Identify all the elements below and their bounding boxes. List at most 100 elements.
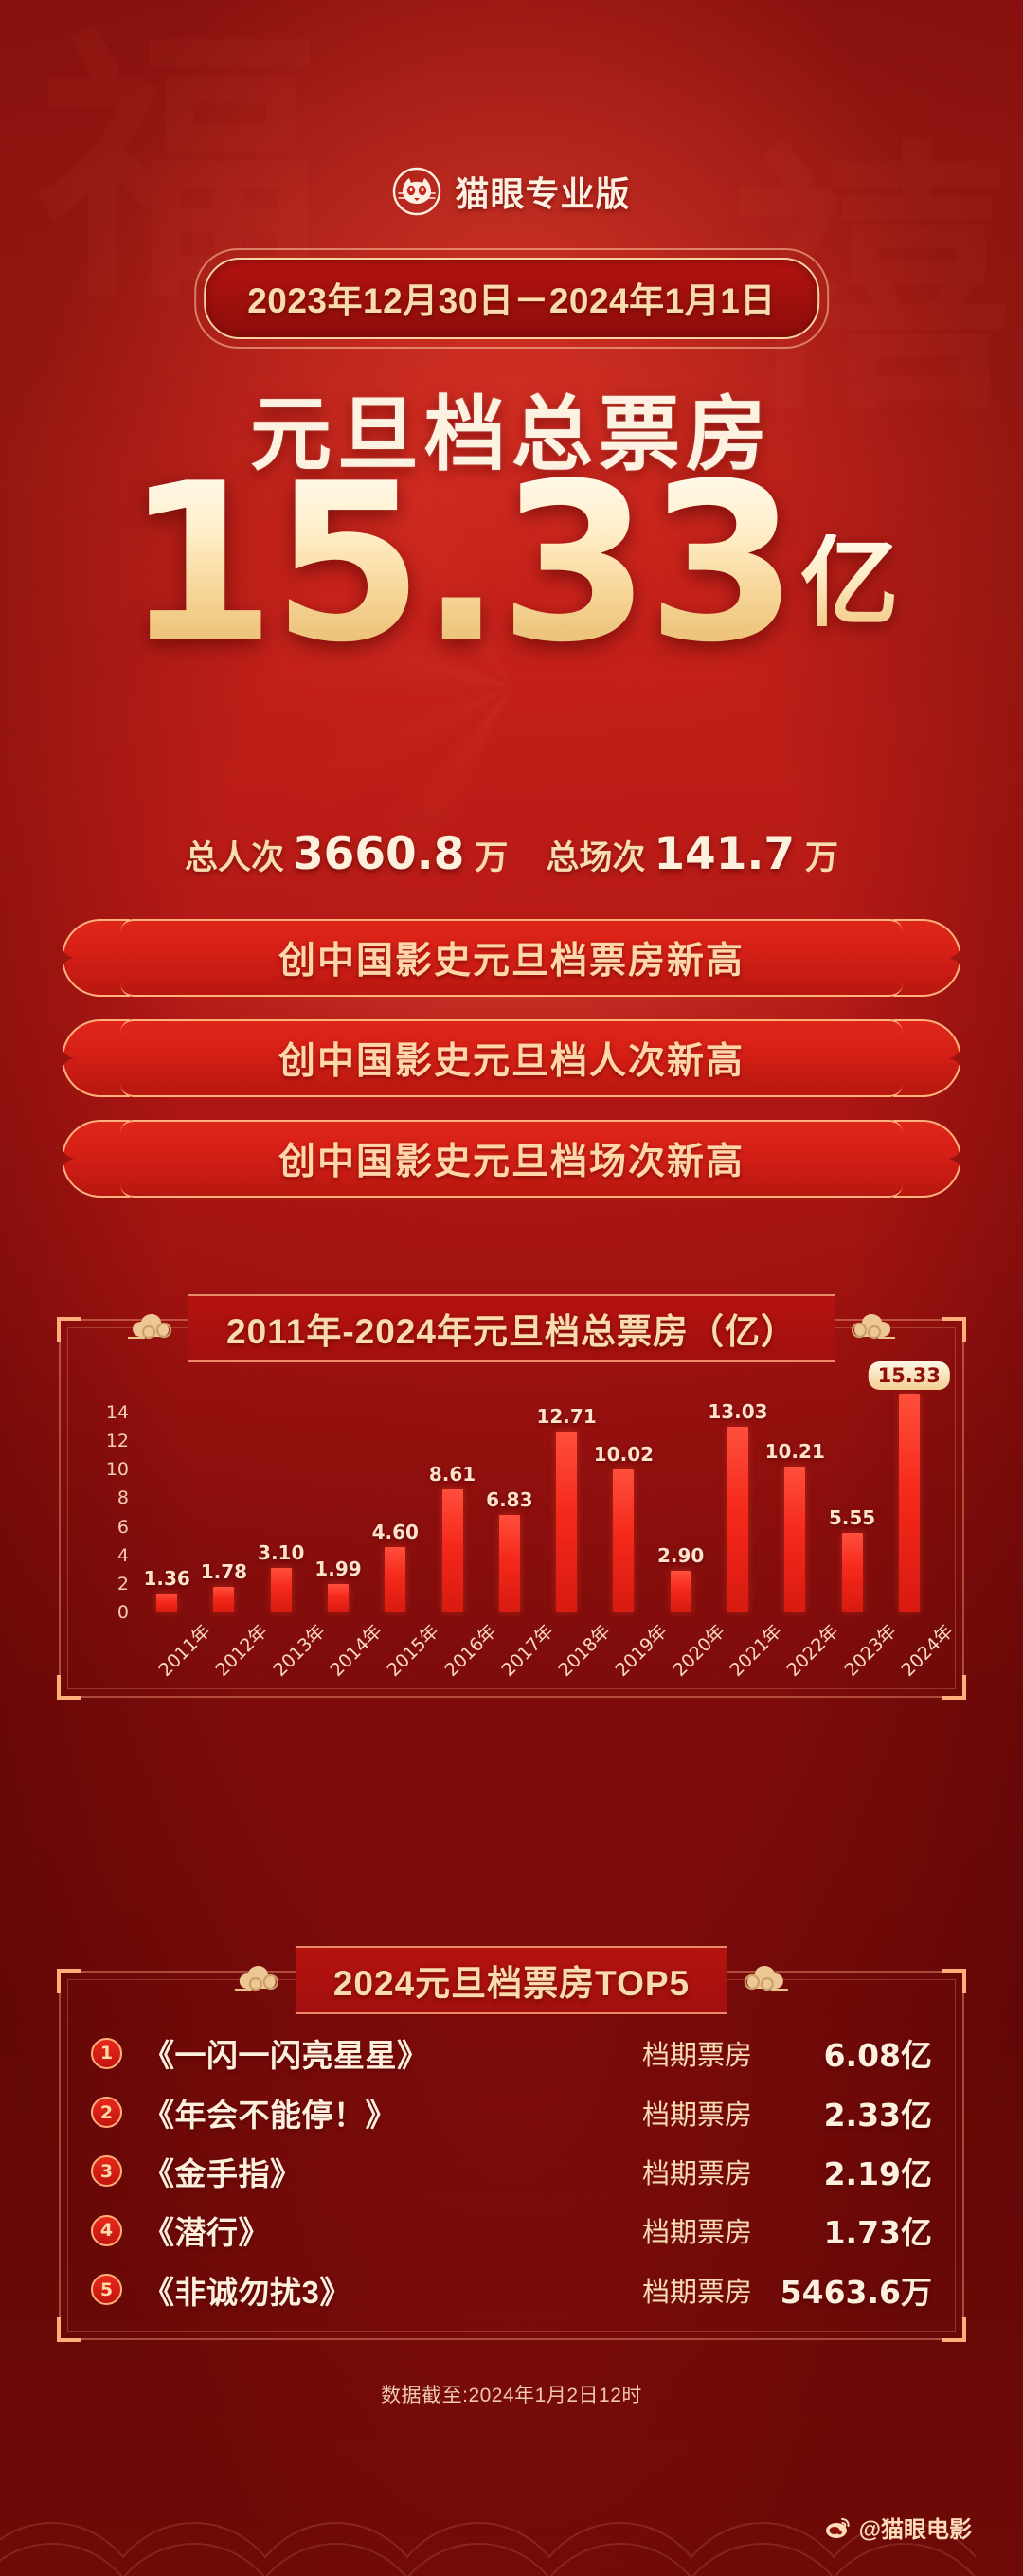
chart-x-axis: 2011年 2012年 2013年 2014年 2015年 2016年 2017年 2018年… — [138, 1614, 958, 1681]
stat-screenings: 总场次 141.7 万 — [546, 828, 838, 880]
date-range-banner: 2023年12月30日－2024年1月1日 — [194, 248, 829, 349]
chart-bar-column: 12.71 — [536, 1387, 597, 1612]
x-label-column: 2012年 — [195, 1614, 272, 1681]
bar-chart: 14 12 10 8 6 4 2 0 1.36 1.78 3.10 1.99 4.60 8.61 6.83… — [85, 1361, 958, 1681]
weibo-icon — [824, 2514, 851, 2541]
hero-value: 15.33 — [124, 438, 799, 691]
brand-name: 猫眼专业版 — [455, 174, 631, 213]
chart-bar — [327, 1584, 349, 1612]
x-label-column: 2023年 — [823, 1614, 900, 1681]
chart-bar — [784, 1467, 806, 1612]
chart-bar-column: 13.03 — [708, 1387, 768, 1612]
date-banner-pill: 2023年12月30日－2024年1月1日 — [204, 258, 819, 339]
boxoffice-value: 5463.6万 — [780, 2273, 932, 2311]
y-axis-tick: 14 — [105, 1402, 129, 1424]
chart-bar-column: 2.90 — [653, 1387, 709, 1612]
chart-bar — [898, 1394, 920, 1612]
date-banner-outline — [194, 248, 829, 349]
chart-bar-column: 8.61 — [423, 1387, 480, 1612]
y-axis-tick: 12 — [105, 1431, 129, 1452]
record-banner-list: 创中国影史元旦档票房新高 创中国影史元旦档人次新高 创中国影史元旦档场次新高 — [0, 919, 1023, 1198]
chart-title: 2011年-2024年元旦档总票房（亿） — [226, 1312, 797, 1351]
hero-figure: 15.33 亿 — [0, 438, 1023, 691]
movie-title: 《潜行》 — [143, 2215, 270, 2251]
chart-bar-column: 3.10 — [253, 1387, 310, 1612]
x-label-column: 2017年 — [481, 1614, 557, 1681]
banner-body: 创中国影史元旦档场次新高 — [120, 1120, 903, 1198]
bar-value-label: 3.10 — [258, 1541, 305, 1565]
x-label-column: 2021年 — [709, 1614, 785, 1681]
banner-cap-right — [893, 919, 961, 997]
chart-bar — [270, 1568, 292, 1612]
top5-row[interactable]: 3 《金手指》 档期票房 2.19亿 — [91, 2149, 932, 2194]
bar-value-label: 10.02 — [593, 1443, 655, 1467]
y-axis-tick: 10 — [105, 1459, 129, 1481]
chart-bar-column: 1.36 — [138, 1387, 195, 1612]
top5-row[interactable]: 5 《非诚勿扰3》 档期票房 5463.6万 — [91, 2267, 932, 2313]
top5-row[interactable]: 1 《一闪一闪亮星星》 档期票房 6.08亿 — [91, 2030, 932, 2076]
chart-bar — [841, 1533, 863, 1612]
chart-bar-column: 1.99 — [310, 1387, 367, 1612]
summary-stats: 总人次 3660.8 万 总场次 141.7 万 — [0, 828, 1023, 880]
maoyan-cat-logo-icon — [392, 167, 441, 216]
chart-bar — [156, 1593, 178, 1612]
bar-value-label: 6.83 — [486, 1488, 533, 1512]
x-label-column: 2013年 — [253, 1614, 329, 1681]
stat-admissions: 总人次 3660.8 万 — [185, 828, 508, 880]
x-label-column: 2011年 — [138, 1614, 215, 1681]
bar-value-label: 13.03 — [708, 1399, 768, 1423]
y-axis-tick: 2 — [117, 1573, 129, 1594]
frame-corner — [57, 2317, 81, 2342]
frame-corner — [942, 1675, 966, 1700]
boxoffice-label: 档期票房 — [641, 2277, 752, 2308]
frame-corner — [942, 2317, 966, 2342]
stat-label: 总场次 — [546, 839, 646, 876]
frame-corner — [57, 1969, 81, 1993]
x-label-column: 2024年 — [881, 1614, 957, 1681]
frame-corner — [942, 1317, 966, 1342]
chart-bar — [613, 1469, 635, 1612]
chart-bar — [385, 1546, 406, 1612]
chart-bar — [213, 1587, 235, 1612]
movie-title: 《年会不能停！》 — [143, 2097, 397, 2133]
chart-bar-column: 5.55 — [823, 1387, 880, 1612]
chart-bar-column: 15.33 — [868, 1361, 951, 1612]
top5-title-box: 2024元旦档票房TOP5 — [295, 1946, 728, 2014]
wave-ornament — [0, 2522, 977, 2576]
bar-value-label: 5.55 — [828, 1506, 876, 1530]
data-timestamp: 数据截至:2024年1月2日12时 — [381, 2385, 642, 2406]
record-banner: 创中国影史元旦档人次新高 — [62, 1019, 961, 1097]
rank-badge: 2 — [91, 2097, 122, 2129]
boxoffice-value: 6.08亿 — [823, 2037, 932, 2075]
y-axis-tick: 8 — [117, 1487, 129, 1509]
banner-cap-right — [893, 1120, 961, 1198]
frame-corner — [57, 1317, 81, 1342]
top5-row[interactable]: 2 《年会不能停！》 档期票房 2.33亿 — [91, 2090, 932, 2135]
bar-value-label: 1.99 — [314, 1558, 362, 1581]
record-banner-text: 创中国影史元旦档场次新高 — [278, 1142, 745, 1182]
date-range-text: 2023年12月30日－2024年1月1日 — [247, 281, 776, 320]
frame-corner — [57, 1675, 81, 1700]
top5-row[interactable]: 4 《潜行》 档期票房 1.73亿 — [91, 2207, 932, 2253]
movie-title: 《金手指》 — [143, 2155, 302, 2191]
bar-value-label: 12.71 — [536, 1404, 597, 1428]
hero-unit: 亿 — [799, 528, 899, 639]
rank-badge: 5 — [91, 2274, 122, 2306]
boxoffice-label: 档期票房 — [641, 2099, 752, 2131]
chart-bar-column: 4.60 — [367, 1387, 423, 1612]
x-label-column: 2016年 — [423, 1614, 500, 1681]
top5-list: 1 《一闪一闪亮星星》 档期票房 6.08亿 2 《年会不能停！》 档期票房 2.33亿 3 《金… — [91, 2024, 932, 2319]
cloud-ornament-icon — [835, 1309, 897, 1347]
chart-bar-column: 10.02 — [593, 1387, 655, 1612]
x-label-column: 2020年 — [653, 1614, 728, 1681]
rank-badge: 3 — [91, 2155, 122, 2188]
chart-bar — [498, 1515, 520, 1612]
top5-section: 2024元旦档票房TOP5 1 《一闪一闪亮星星》 档期票房 6.08亿 2 《年会不能停… — [57, 1946, 966, 2342]
x-label-column: 2014年 — [310, 1614, 386, 1681]
x-label-column: 2019年 — [595, 1614, 672, 1681]
stat-value: 3660.8 — [292, 828, 465, 880]
rank-badge: 4 — [91, 2214, 122, 2246]
boxoffice-label: 档期票房 — [641, 2218, 752, 2249]
chart-bar — [556, 1431, 578, 1612]
boxoffice-label: 档期票房 — [641, 2158, 752, 2189]
